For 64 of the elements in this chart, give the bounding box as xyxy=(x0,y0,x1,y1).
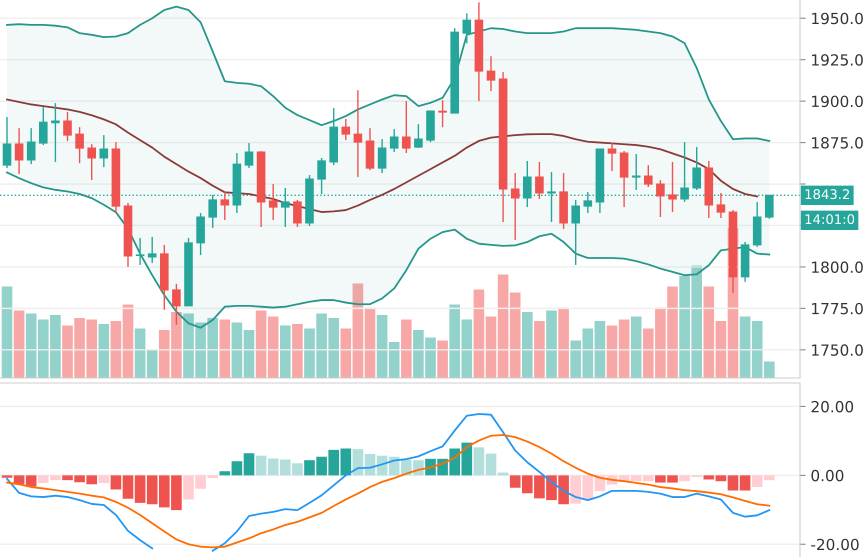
line-series xyxy=(6,98,758,213)
candlestick xyxy=(75,126,84,164)
y-tick-label: 0.00 xyxy=(811,470,844,482)
y-tick-label: 1775.0 xyxy=(812,302,863,314)
bar xyxy=(2,286,12,378)
candlestick xyxy=(63,111,72,142)
line-series xyxy=(6,6,770,142)
candlestick xyxy=(26,127,36,165)
bar xyxy=(437,340,448,378)
candlestick xyxy=(668,161,677,213)
candlestick xyxy=(644,164,653,188)
bar xyxy=(292,324,303,378)
candlestick xyxy=(136,237,144,266)
candlestick xyxy=(535,161,544,200)
bar xyxy=(400,320,412,378)
candlestick xyxy=(293,199,302,228)
y-tick-label: 1950.0 xyxy=(812,12,863,24)
bar xyxy=(98,475,110,483)
y-tick-label: 1750.0 xyxy=(812,344,863,356)
candlestick xyxy=(38,106,48,146)
candlestick xyxy=(632,153,641,191)
line-series xyxy=(6,434,770,548)
candlestick xyxy=(354,89,362,178)
bar xyxy=(630,316,642,378)
candlestick xyxy=(438,99,447,128)
candlestick xyxy=(220,191,230,221)
candlestick xyxy=(148,236,157,264)
candlestick xyxy=(692,146,702,191)
y-tick-label: 1925.0 xyxy=(812,54,863,66)
y-tick-label: -20.00 xyxy=(811,538,859,550)
bar xyxy=(534,321,545,378)
bar xyxy=(558,308,569,378)
candlestick xyxy=(87,143,96,181)
candlestick xyxy=(99,134,108,168)
candlestick xyxy=(244,142,254,169)
bar xyxy=(546,310,557,378)
y-tick-label: 1900.0 xyxy=(812,96,863,108)
candlestick xyxy=(486,56,496,92)
candlestick xyxy=(2,116,12,169)
y-tick-label: 20.00 xyxy=(812,400,854,412)
candlestick xyxy=(462,12,472,44)
candlestick xyxy=(656,179,665,218)
candlestick xyxy=(608,142,616,172)
ref-line-label: 1843.2 xyxy=(806,189,850,200)
candlestick xyxy=(571,199,580,266)
candlestick xyxy=(510,172,520,241)
text: 14:01:0 xyxy=(806,214,854,224)
bar xyxy=(522,312,533,378)
y-tick-label: 1875.0 xyxy=(812,137,863,149)
candlestick xyxy=(341,118,350,141)
candlestick xyxy=(378,138,386,174)
candlestick xyxy=(716,192,726,219)
bar xyxy=(14,310,24,378)
bar xyxy=(219,320,230,378)
bar xyxy=(280,326,291,378)
candlestick xyxy=(268,183,278,221)
y-tick-label: 1800.0 xyxy=(812,261,863,273)
candlestick xyxy=(390,128,399,153)
line-series xyxy=(6,172,770,329)
bar xyxy=(98,324,110,378)
candlestick xyxy=(414,123,423,149)
candlestick xyxy=(51,102,60,163)
candlestick xyxy=(14,127,24,175)
candlestick xyxy=(402,100,411,154)
